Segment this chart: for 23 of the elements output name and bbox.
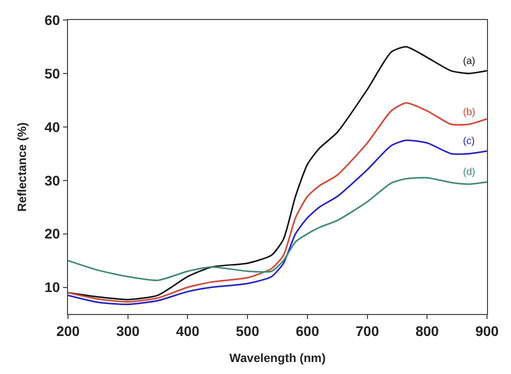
x-tick-label: 900 (475, 322, 499, 339)
y-tick-label: 60 (44, 12, 60, 28)
x-axis-title: Wavelength (nm) (229, 350, 326, 365)
y-tick-label: 10 (44, 279, 60, 296)
y-tick-label: 30 (44, 172, 60, 188)
x-tick-label: 500 (236, 322, 260, 339)
x-tick-label: 600 (296, 322, 320, 339)
x-tick-label: 700 (356, 322, 380, 339)
x-tick-label: 400 (176, 322, 200, 339)
series-label: (d) (463, 167, 476, 178)
series-label: (a) (463, 56, 476, 67)
y-tick-label: 50 (44, 65, 60, 82)
x-tick-label: 800 (415, 322, 440, 339)
series-label: (c) (463, 136, 475, 147)
series-label: (b) (463, 107, 476, 118)
y-tick-label: 20 (44, 226, 60, 242)
y-tick-label: 40 (44, 118, 60, 135)
x-tick-label: 200 (56, 322, 80, 339)
x-tick-label: 300 (116, 322, 140, 339)
line-series (68, 102, 487, 302)
line-series (68, 46, 487, 300)
y-axis-title: Reflectance (%) (14, 122, 29, 212)
line-series (68, 176, 487, 282)
